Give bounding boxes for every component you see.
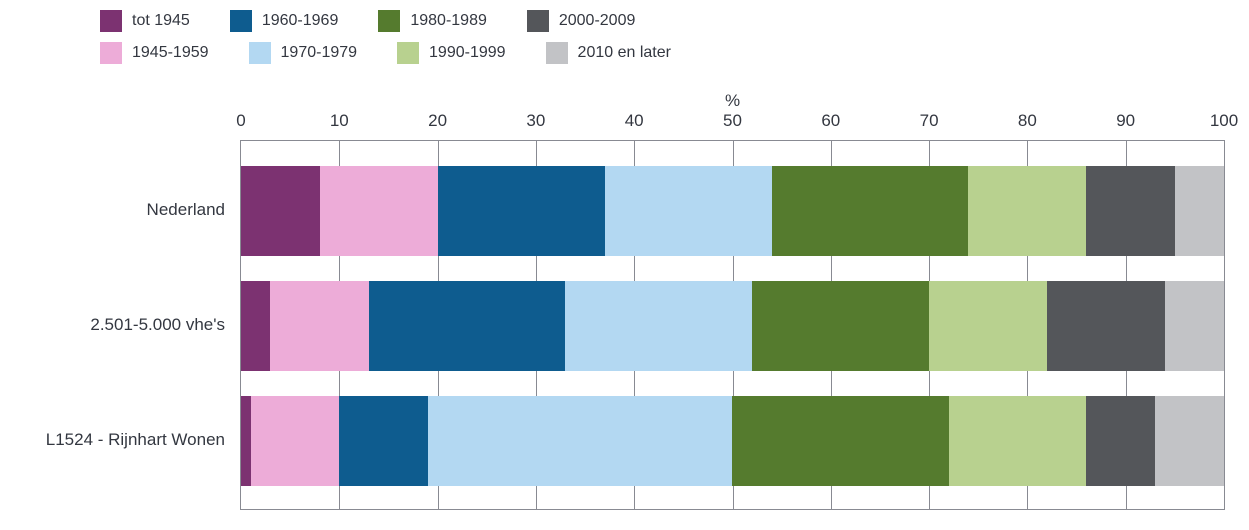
bar-row bbox=[241, 396, 1224, 486]
x-tick-label: 30 bbox=[526, 111, 545, 131]
bar-segment bbox=[605, 166, 772, 256]
legend-swatch bbox=[230, 10, 252, 32]
legend-label: 1960-1969 bbox=[262, 12, 339, 30]
bar-segment bbox=[428, 396, 733, 486]
bar-segment bbox=[1086, 166, 1174, 256]
legend-item: 2000-2009 bbox=[527, 10, 636, 32]
bar-segment bbox=[968, 166, 1086, 256]
legend-label: 1990-1999 bbox=[429, 44, 506, 62]
legend-label: 2010 en later bbox=[578, 44, 671, 62]
x-tick-label: 20 bbox=[428, 111, 447, 131]
bar-row bbox=[241, 166, 1224, 256]
legend-swatch bbox=[100, 42, 122, 64]
bar-segment bbox=[369, 281, 566, 371]
legend-swatch bbox=[249, 42, 271, 64]
chart-container: tot 1945 1960-1969 1980-1989 2000-2009 1945-… bbox=[0, 0, 1249, 530]
legend-item: tot 1945 bbox=[100, 10, 190, 32]
legend-item: 1970-1979 bbox=[249, 42, 358, 64]
legend-swatch bbox=[100, 10, 122, 32]
legend-item: 1960-1969 bbox=[230, 10, 339, 32]
x-tick-label: 80 bbox=[1018, 111, 1037, 131]
legend-item: 1980-1989 bbox=[378, 10, 487, 32]
legend-item: 1990-1999 bbox=[397, 42, 506, 64]
bar-segment bbox=[438, 166, 605, 256]
bar-segment bbox=[565, 281, 752, 371]
x-tick-label: 0 bbox=[236, 111, 245, 131]
legend-label: 1980-1989 bbox=[410, 12, 487, 30]
legend-row: tot 1945 1960-1969 1980-1989 2000-2009 bbox=[100, 10, 671, 32]
legend: tot 1945 1960-1969 1980-1989 2000-2009 1945-… bbox=[100, 10, 671, 64]
bar-segment bbox=[339, 396, 427, 486]
category-label: L1524 - Rijnhart Wonen bbox=[5, 430, 225, 450]
legend-label: 1945-1959 bbox=[132, 44, 209, 62]
legend-swatch bbox=[546, 42, 568, 64]
legend-swatch bbox=[527, 10, 549, 32]
legend-item: 2010 en later bbox=[546, 42, 671, 64]
legend-label: 1970-1979 bbox=[281, 44, 358, 62]
legend-label: 2000-2009 bbox=[559, 12, 636, 30]
bar-segment bbox=[1165, 281, 1224, 371]
category-label: 2.501-5.000 vhe's bbox=[5, 315, 225, 335]
bar-segment bbox=[251, 396, 339, 486]
bar-segment bbox=[732, 396, 948, 486]
bar-segment bbox=[241, 396, 251, 486]
x-tick-label: 50 bbox=[723, 111, 742, 131]
x-axis-label: % bbox=[725, 91, 740, 111]
legend-item: 1945-1959 bbox=[100, 42, 209, 64]
bar-segment bbox=[949, 396, 1087, 486]
bar-segment bbox=[752, 281, 929, 371]
bar-segment bbox=[320, 166, 438, 256]
bar-segment bbox=[241, 166, 320, 256]
bar-segment bbox=[929, 281, 1047, 371]
bar-segment bbox=[270, 281, 368, 371]
legend-swatch bbox=[397, 42, 419, 64]
bar-segment bbox=[241, 281, 270, 371]
bar-segment bbox=[1086, 396, 1155, 486]
plot-area: 0102030405060708090100% bbox=[240, 140, 1225, 510]
x-tick-label: 10 bbox=[330, 111, 349, 131]
x-tick-label: 100 bbox=[1210, 111, 1238, 131]
category-label: Nederland bbox=[5, 200, 225, 220]
bar-segment bbox=[1047, 281, 1165, 371]
x-tick-label: 90 bbox=[1116, 111, 1135, 131]
bar-segment bbox=[772, 166, 969, 256]
legend-swatch bbox=[378, 10, 400, 32]
bar-segment bbox=[1155, 396, 1224, 486]
legend-label: tot 1945 bbox=[132, 12, 190, 30]
bar-row bbox=[241, 281, 1224, 371]
legend-row: 1945-1959 1970-1979 1990-1999 2010 en later bbox=[100, 42, 671, 64]
x-tick-label: 70 bbox=[920, 111, 939, 131]
x-tick-label: 40 bbox=[625, 111, 644, 131]
bar-segment bbox=[1175, 166, 1224, 256]
x-tick-label: 60 bbox=[821, 111, 840, 131]
